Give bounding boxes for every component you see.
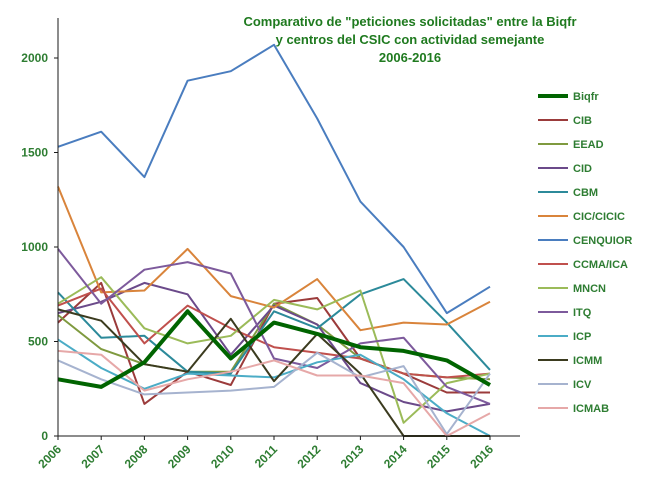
series-line-cic-cicic [57,186,491,332]
legend-label-cib: CIB [573,115,592,127]
chart-title-line-1: Comparativo de "peticiones solicitadas" … [243,14,576,29]
legend-label-cenquior: CENQUIOR [573,235,632,247]
x-tick-label: 2013 [338,442,367,471]
x-tick-label: 2015 [424,442,453,471]
legend-label-itq: ITQ [573,307,592,319]
chart-title: Comparativo de "peticiones solicitadas" … [243,14,576,65]
legend: Biqfr CIB EEAD CID CBM CIC/CICIC CENQUIOR CCMA/… [538,91,632,415]
legend-label-biqfr: Biqfr [573,91,599,103]
x-tick-label: 2006 [35,442,64,471]
series-line-icmab [57,349,491,437]
legend-label-eead: EEAD [573,139,604,151]
x-tick-label: 2010 [208,442,237,471]
series-line-cenquior [57,43,491,315]
series-line-cid [57,281,491,413]
x-tick-label: 2016 [467,442,496,471]
y-tick-label: 0 [41,429,48,443]
series-line-biqfr [57,309,491,389]
y-tick-label: 1500 [21,146,48,160]
legend-label-ccma-ica: CCMA/ICA [573,259,628,271]
y-tick-label: 1000 [21,240,48,254]
y-tick-label: 500 [28,335,48,349]
legend-label-cid: CID [573,163,592,175]
legend-label-cbm: CBM [573,187,598,199]
plot-area [57,43,491,437]
chart-title-line-3: 2006-2016 [379,50,441,65]
chart-title-line-2: y centros del CSIC con actividad semejan… [276,32,545,47]
legend-label-icmm: ICMM [573,355,602,367]
series-line-cbm [57,278,491,375]
series-line-mncn [57,276,491,424]
y-tick-label: 2000 [21,51,48,65]
series-line-ccma-ica [57,287,491,379]
legend-label-icp: ICP [573,331,591,343]
legend-label-cic-cicic: CIC/CICIC [573,211,625,223]
x-tick-label: 2009 [165,442,194,471]
x-tick-label: 2011 [252,442,281,471]
x-tick-label: 2014 [381,442,410,471]
legend-label-icv: ICV [573,379,592,391]
axes: 0 500 1000 1500 2000 2006 2007 2008 2009 2010 2011… [21,18,520,471]
x-tick-label: 2012 [295,442,324,471]
x-tick-label: 2008 [122,442,151,471]
series-line-icv [57,351,491,436]
legend-label-mncn: MNCN [573,283,606,295]
x-tick-label: 2007 [79,442,108,471]
series-line-icp [57,338,491,437]
legend-label-icmab: ICMAB [573,403,609,415]
